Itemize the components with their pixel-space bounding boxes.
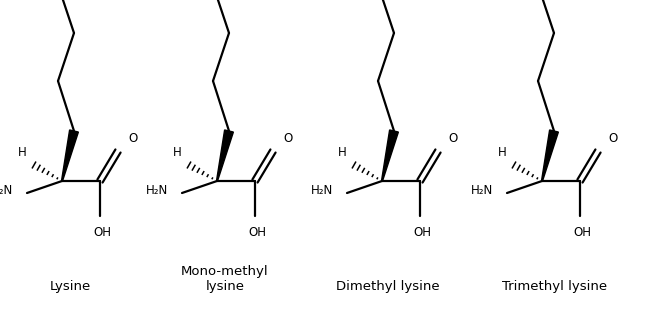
Polygon shape — [542, 130, 559, 181]
Polygon shape — [216, 130, 233, 181]
Text: OH: OH — [248, 226, 266, 239]
Text: H₂N: H₂N — [470, 184, 493, 197]
Text: H: H — [338, 146, 347, 159]
Text: OH: OH — [413, 226, 431, 239]
Polygon shape — [382, 130, 399, 181]
Text: H₂N: H₂N — [146, 184, 168, 197]
Text: Trimethyl lysine: Trimethyl lysine — [502, 280, 608, 293]
Text: O: O — [608, 132, 618, 145]
Text: O: O — [448, 132, 457, 145]
Text: Dimethyl lysine: Dimethyl lysine — [336, 280, 440, 293]
Text: Mono-methyl
lysine: Mono-methyl lysine — [181, 265, 269, 293]
Text: OH: OH — [573, 226, 591, 239]
Text: OH: OH — [93, 226, 111, 239]
Text: H₂N: H₂N — [311, 184, 333, 197]
Polygon shape — [62, 130, 78, 181]
Text: H: H — [173, 146, 182, 159]
Text: H: H — [18, 146, 27, 159]
Text: Lysine: Lysine — [49, 280, 91, 293]
Text: H₂N: H₂N — [0, 184, 13, 197]
Text: O: O — [283, 132, 292, 145]
Text: O: O — [128, 132, 137, 145]
Text: H: H — [498, 146, 507, 159]
